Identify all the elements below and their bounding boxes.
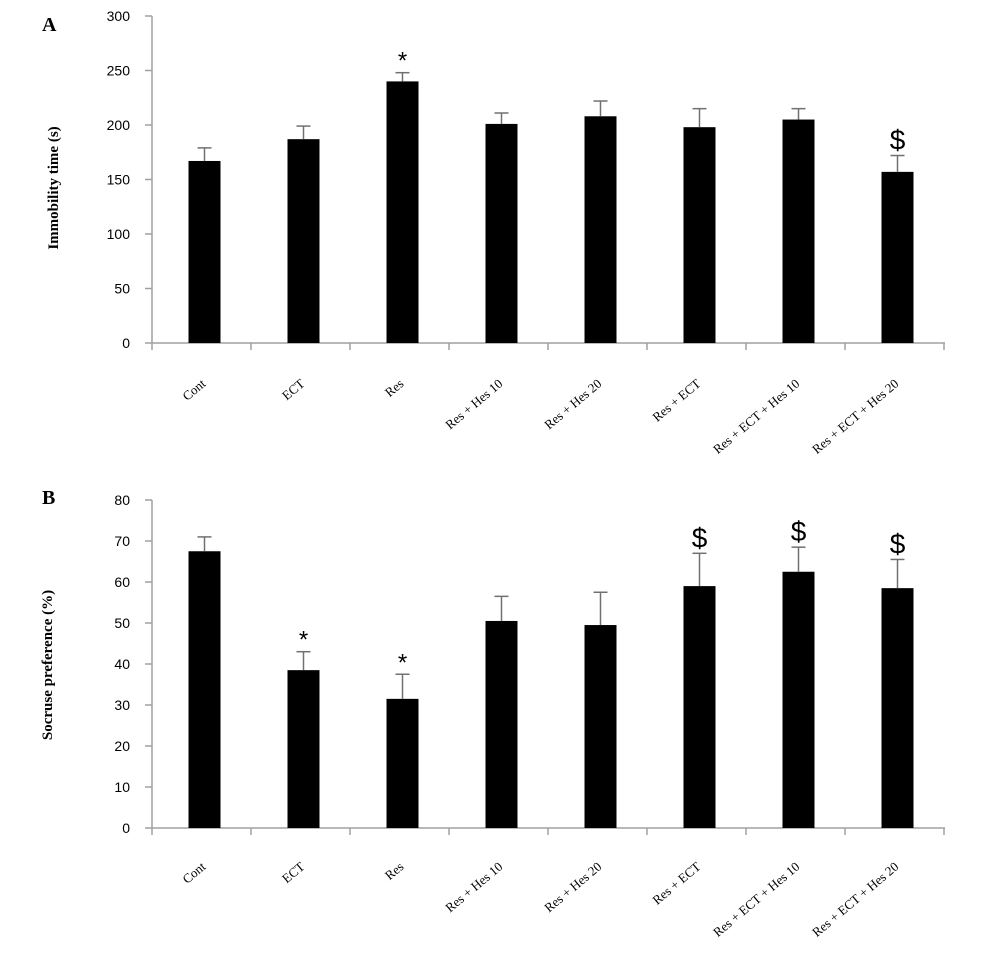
panel-a-bar [683,127,716,344]
panel-b-ytick-label: 60 [114,574,130,590]
panel-a-category-label: Res + ECT + Hes 20 [809,376,901,457]
panel-a-bar [485,123,518,343]
panel-a-bar [881,171,914,343]
panel-b-category-label: Res + ECT + Hes 20 [809,859,901,940]
panel-b-category-label: ECT [279,859,307,886]
panel-b-ytick-label: 0 [122,820,130,836]
panel-a-category-label: Res + ECT + Hes 10 [710,376,802,457]
panel-a-ytick-label: 200 [107,117,131,133]
panel-b-category-label: Res + ECT [649,859,703,908]
panel-b-bar [584,625,617,828]
panel-b-ytick-label: 40 [114,656,130,672]
panel-a-category-label: Res [382,376,407,400]
panel-b-bar [782,571,815,828]
panel-b-ytick-label: 80 [114,492,130,508]
panel-b-bar [683,586,716,828]
panel-b-bar [188,551,221,828]
panel-a-category-label: ECT [279,376,307,403]
panel-a-ytick-label: 150 [107,172,131,188]
panel-a-ytick-label: 100 [107,226,131,242]
panel-a-bar [584,116,617,343]
panel-b-category-label: Res + Hes 20 [541,859,604,915]
panel-a-ylabel: Immobility time (s) [46,126,62,249]
panel-a-bar [287,139,320,343]
panel-a-bar [782,119,815,343]
panel-b-bar [386,698,419,828]
panel-a-category-label: Cont [179,376,208,404]
panel-a-letter: A [42,14,57,36]
panel-a-ytick-label: 250 [107,63,131,79]
panel-a-category-label: Res + Hes 20 [541,376,604,432]
panel-b-significance-marker: $ [791,516,807,547]
panel-b-ytick-label: 70 [114,533,130,549]
panel-a-category-label: Res + ECT [649,376,703,425]
panel-a-bar [188,160,221,343]
panel-a-ytick-label: 50 [114,281,130,297]
panel-b-category-label: Res [382,859,407,883]
panel-b-category-label: Res + ECT + Hes 10 [710,859,802,940]
panel-a-ytick-label: 0 [122,335,130,351]
panel-b-bar [287,670,320,828]
panel-b-ytick-label: 20 [114,738,130,754]
panel-a-plot: 0 50 100 150 200 250 300 Cont ECT * Res Res + Hes 1… [107,8,945,457]
panel-b-bar [881,588,914,828]
panel-a-ytick-label: 300 [107,8,131,24]
panel-a-bar [386,81,419,344]
panel-b-plot: 0 10 20 30 40 50 60 70 80 Cont * ECT * Res Res + Hes 1… [114,492,945,940]
panel-a-significance-marker: $ [890,125,906,156]
panel-b-significance-marker: * [398,649,407,676]
panel-b-category-label: Cont [179,859,208,887]
panel-b-significance-marker: * [299,627,308,654]
panel-b-significance-marker: $ [890,528,906,559]
panel-a-category-label: Res + Hes 10 [442,376,505,432]
panel-b-significance-marker: $ [692,522,708,553]
panel-b-category-label: Res + Hes 10 [442,859,505,915]
panel-b-ytick-label: 50 [114,615,130,631]
panel-b-ylabel: Socruse preference (%) [40,590,56,740]
panel-b-letter: B [42,487,55,509]
panel-b-bar [485,620,518,828]
panel-b-ytick-label: 10 [114,779,130,795]
panel-a-significance-marker: * [398,48,407,75]
panel-b-ytick-label: 30 [114,697,130,713]
